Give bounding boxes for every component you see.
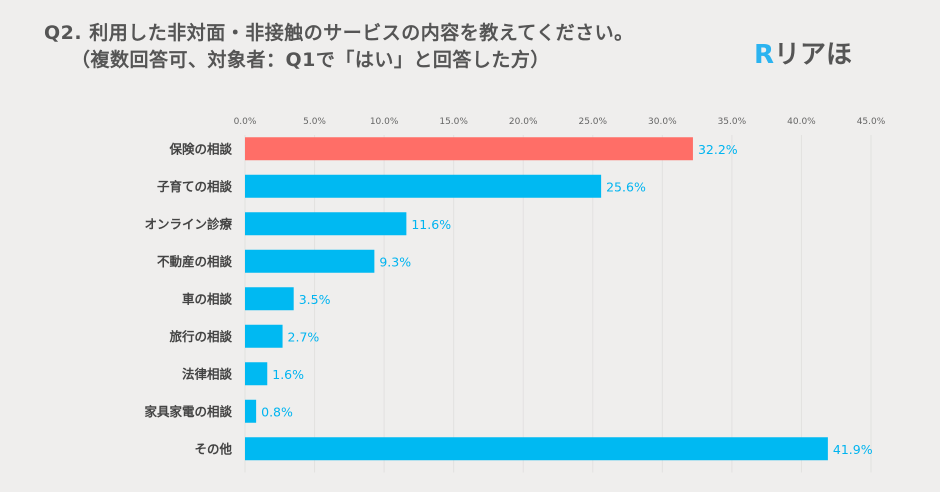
- category-label: 保険の相談: [168, 141, 232, 156]
- data-label: 11.6%: [411, 217, 451, 232]
- bar: [245, 437, 828, 461]
- bar: [245, 324, 283, 348]
- title-line-1: Q2. 利用した非対面・非接触のサービスの内容を教えてください。: [44, 22, 634, 44]
- x-tick-label: 5.0%: [303, 117, 326, 127]
- category-label: 不動産の相談: [157, 254, 233, 269]
- data-label: 3.5%: [299, 292, 331, 307]
- title-line-2: （複数回答可、対象者：Q1で「はい」と回答した方）: [71, 49, 550, 71]
- x-tick-label: 25.0%: [578, 117, 607, 127]
- chart-title: Q2. 利用した非対面・非接触のサービスの内容を教えてください。 （複数回答可、…: [44, 20, 634, 74]
- bar: [245, 174, 602, 198]
- bar: [245, 287, 294, 311]
- bar: [245, 137, 693, 161]
- data-label: 25.6%: [606, 179, 646, 194]
- logo-text: リアほ: [774, 40, 853, 70]
- x-tick-label: 15.0%: [439, 117, 468, 127]
- category-label: 子育ての相談: [157, 179, 233, 194]
- category-label: オンライン診療: [144, 216, 232, 231]
- data-label: 2.7%: [288, 329, 320, 344]
- category-label: その他: [194, 441, 232, 456]
- logo-r: R: [754, 40, 775, 70]
- x-tick-label: 10.0%: [370, 117, 399, 127]
- category-label: 旅行の相談: [168, 329, 232, 344]
- bar: [245, 399, 257, 423]
- data-label: 41.9%: [833, 442, 873, 457]
- data-label: 0.8%: [261, 404, 293, 419]
- logo: Rリアほ: [754, 34, 852, 71]
- data-label: 32.2%: [698, 142, 738, 157]
- x-tick-label: 35.0%: [718, 117, 747, 127]
- data-label: 9.3%: [379, 254, 411, 269]
- category-label: 車の相談: [182, 291, 233, 306]
- x-tick-label: 0.0%: [234, 117, 257, 127]
- bar: [245, 249, 375, 273]
- category-label: 法律相談: [182, 366, 233, 381]
- bar: [245, 362, 268, 386]
- x-tick-label: 30.0%: [648, 117, 677, 127]
- category-label: 家具家電の相談: [144, 404, 232, 419]
- x-tick-label: 45.0%: [857, 117, 886, 127]
- x-tick-label: 20.0%: [509, 117, 538, 127]
- bar: [245, 212, 407, 236]
- x-tick-label: 40.0%: [787, 117, 816, 127]
- data-label: 1.6%: [272, 367, 304, 382]
